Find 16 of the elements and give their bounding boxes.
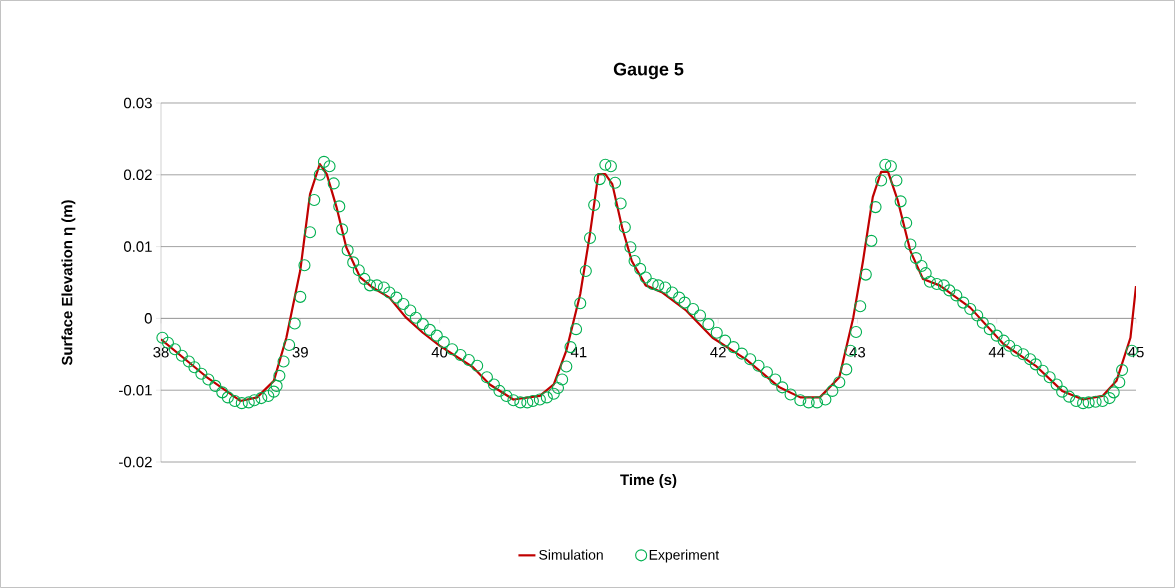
y-tick-label: 0.01 (123, 241, 152, 252)
y-tick-label: -0.01 (119, 384, 152, 396)
x-tick-label: 44 (988, 346, 1005, 358)
x-tick-label: 38 (153, 346, 169, 358)
y-tick-label: -0.02 (119, 456, 152, 468)
legend-label: Simulation (539, 549, 603, 560)
y-tick-label: 0 (144, 313, 152, 324)
chart-title: Gauge 5 (613, 62, 684, 80)
x-axis-title: Time (s) (620, 474, 677, 488)
y-tick-label: 0.02 (123, 169, 152, 181)
x-tick-label: 41 (570, 346, 587, 358)
y-axis-title: Surface Elevation η (m) (61, 200, 76, 366)
y-tick-label: 0.03 (123, 97, 152, 109)
x-tick-label: 42 (710, 346, 726, 358)
legend-label: Experiment (649, 549, 720, 563)
x-tick-label: 39 (292, 346, 308, 358)
